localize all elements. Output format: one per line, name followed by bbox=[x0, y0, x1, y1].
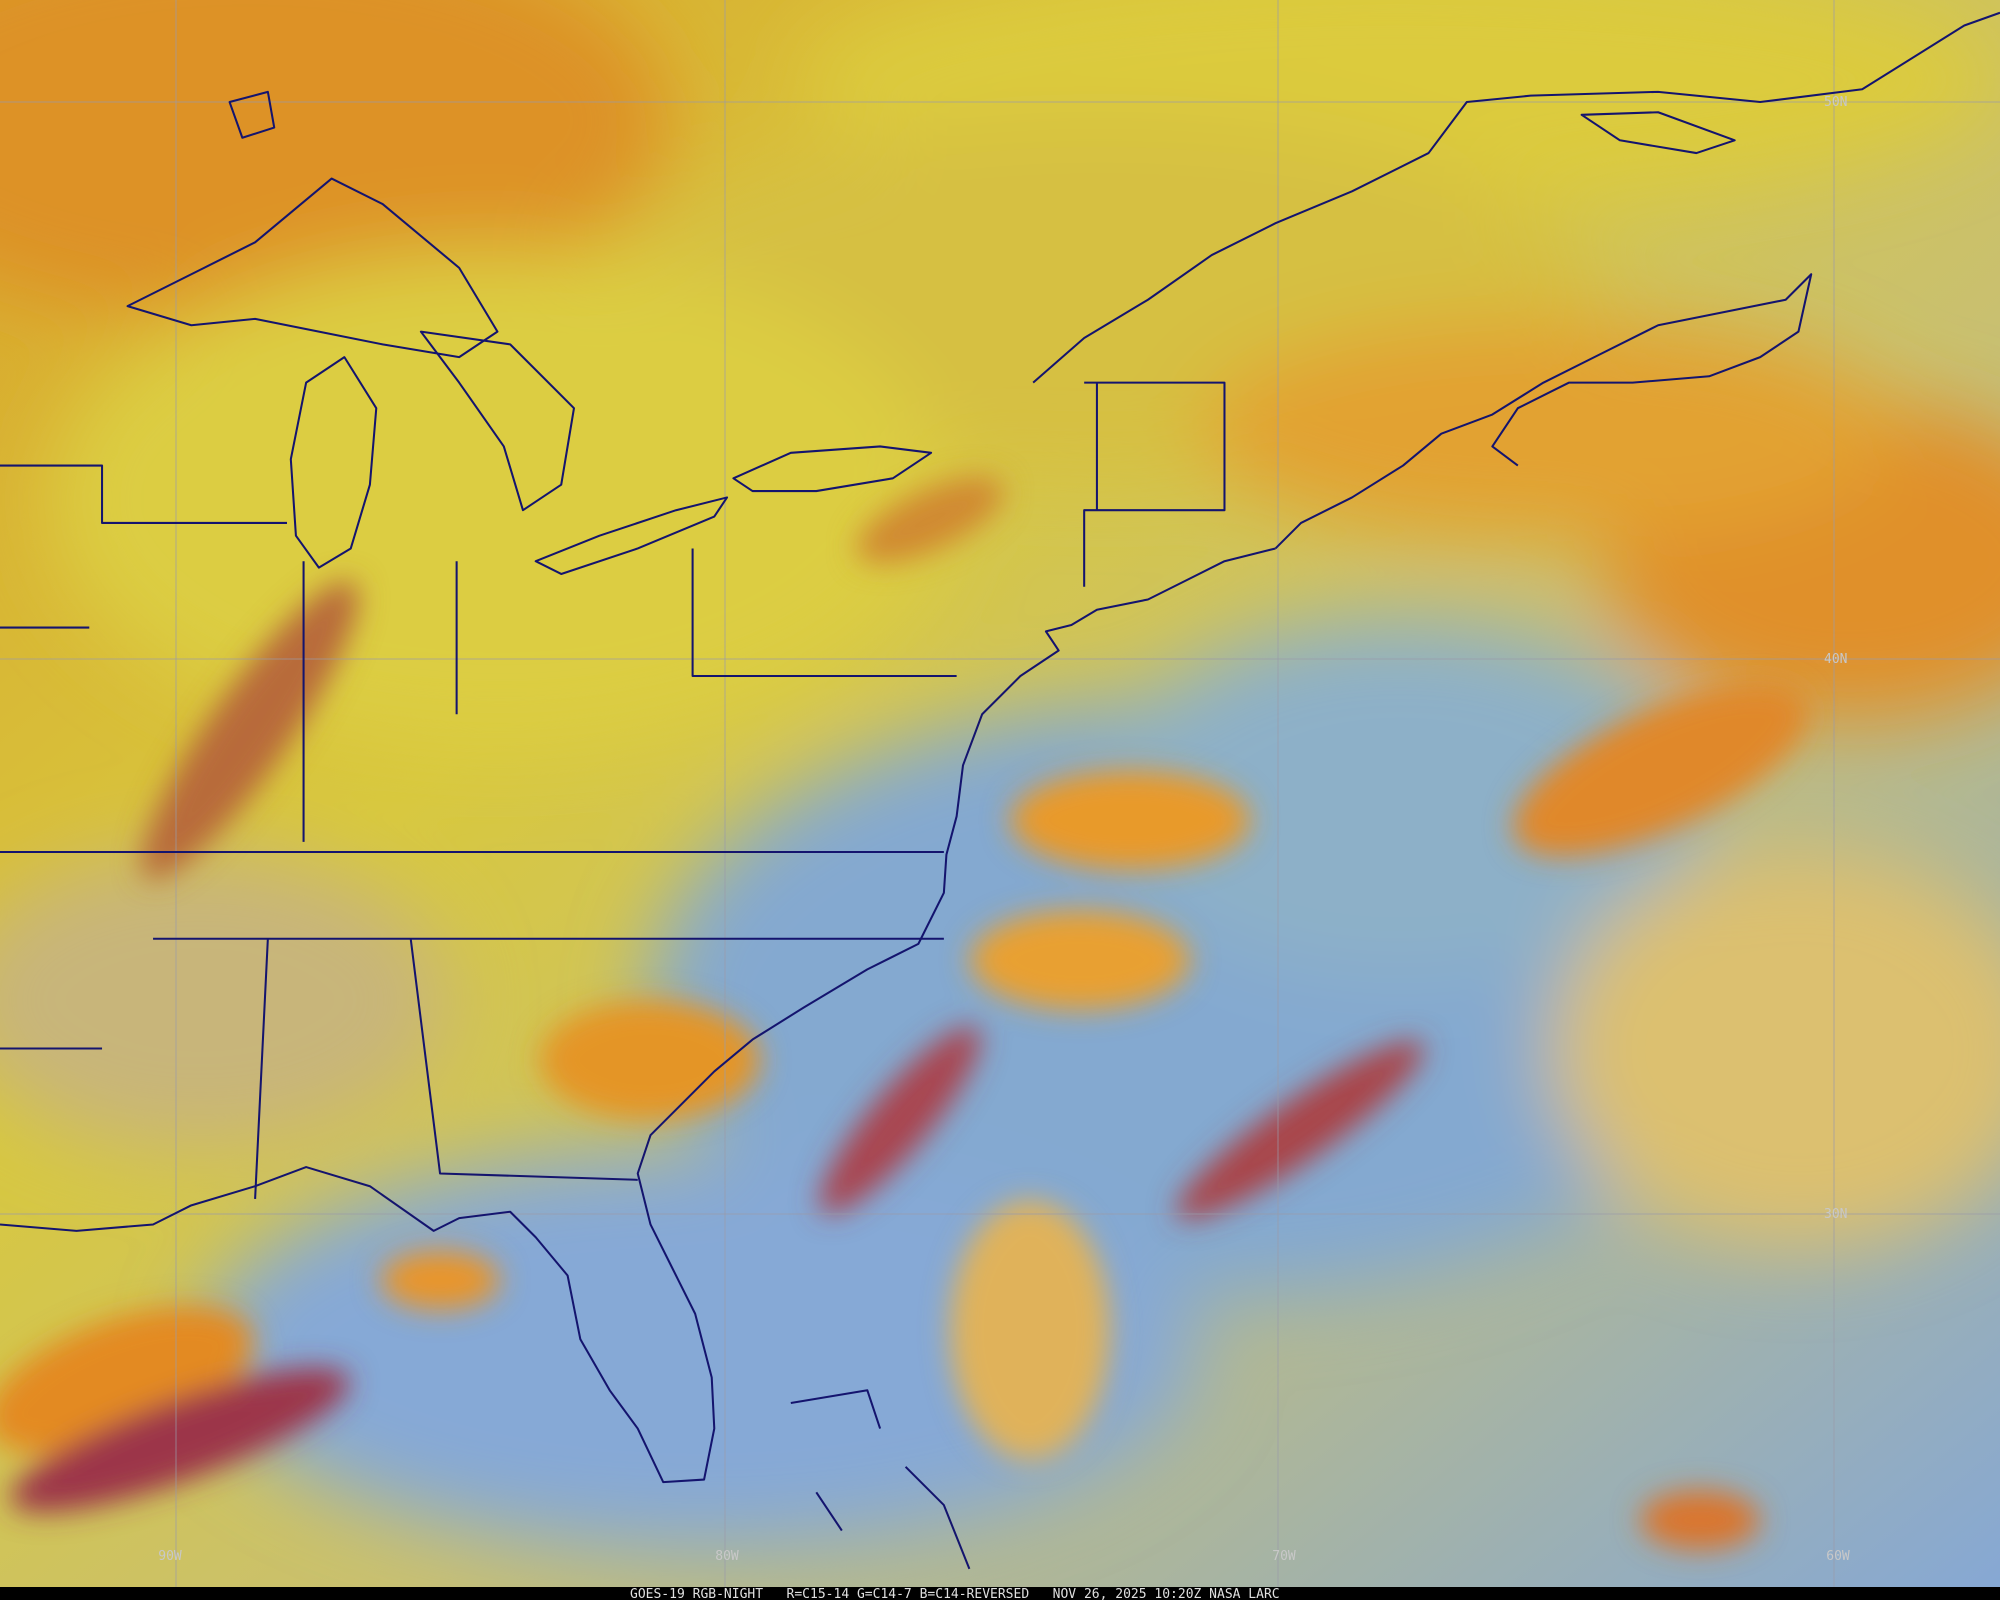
lake-huron bbox=[419, 330, 575, 512]
lon-label: 60W bbox=[1826, 1549, 1850, 1564]
lake-superior bbox=[126, 177, 499, 359]
east-coast bbox=[0, 547, 1276, 1484]
caption: GOES-19 RGB-NIGHT R=C15-14 G=C14-7 B=C14… bbox=[630, 1587, 1280, 1600]
lat-label: 50N bbox=[1824, 95, 1847, 110]
lat-label: 30N bbox=[1824, 1207, 1847, 1222]
coastlines bbox=[0, 11, 2000, 1570]
lon-label: 80W bbox=[715, 1549, 739, 1564]
grid-labels: 50N 40N 30N 90W 80W 70W 60W bbox=[158, 95, 1850, 1564]
st-lawrence bbox=[1032, 11, 2000, 384]
lake-michigan bbox=[289, 356, 378, 569]
lon-label: 90W bbox=[158, 1549, 182, 1564]
islands bbox=[228, 90, 1736, 1570]
canada-coast bbox=[1274, 273, 1813, 550]
caption-bar bbox=[0, 1587, 2000, 1600]
lake-ontario bbox=[732, 445, 933, 493]
state-lines bbox=[0, 381, 1226, 1200]
lat-label: 40N bbox=[1824, 652, 1847, 667]
lon-label: 70W bbox=[1272, 1549, 1296, 1564]
lake-erie bbox=[534, 496, 729, 575]
